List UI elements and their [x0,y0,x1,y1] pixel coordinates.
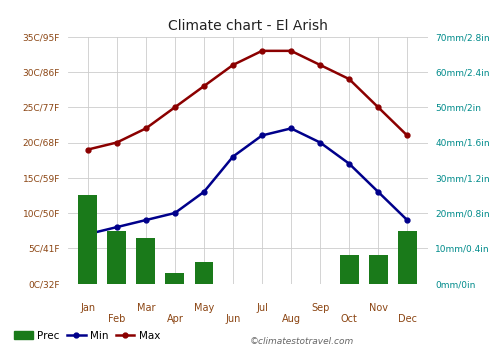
Bar [108,231,126,284]
Bar [340,255,358,284]
Text: Jun: Jun [226,314,240,324]
Text: Oct: Oct [340,314,357,324]
Text: Feb: Feb [108,314,126,324]
Bar [166,273,184,284]
Text: Apr: Apr [166,314,184,324]
Bar [78,195,98,284]
Legend: Prec, Min, Max: Prec, Min, Max [10,327,164,345]
Bar [194,262,214,284]
Text: Nov: Nov [368,303,388,313]
Bar [398,231,416,284]
Title: Climate chart - El Arish: Climate chart - El Arish [168,19,328,33]
Text: Jan: Jan [80,303,96,313]
Bar [136,238,156,284]
Text: May: May [194,303,214,313]
Text: Jul: Jul [256,303,268,313]
Text: Sep: Sep [311,303,330,313]
Bar [368,255,388,284]
Text: Dec: Dec [398,314,416,324]
Text: Aug: Aug [282,314,300,324]
Text: Mar: Mar [136,303,155,313]
Text: ©climatestotravel.com: ©climatestotravel.com [250,337,354,346]
